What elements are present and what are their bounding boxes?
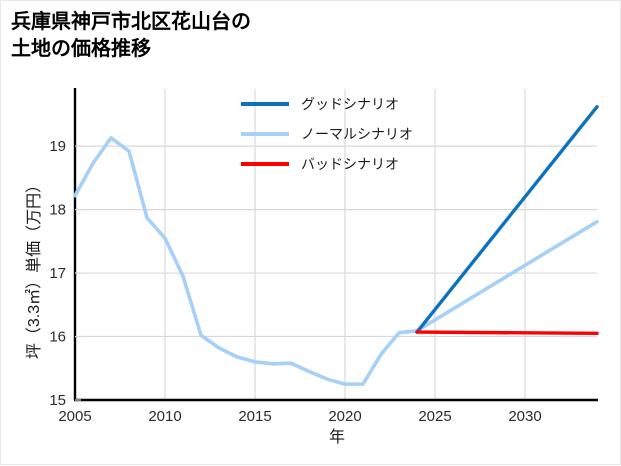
x-tick-label: 2025 [418, 408, 451, 425]
legend-label: ノーマルシナリオ [301, 126, 413, 142]
y-axis-title: 坪（3.3㎡）単価（万円） [25, 177, 43, 359]
x-tick-labels: 2005 2010 2015 2020 2025 2030 [58, 408, 541, 425]
x-tick-label: 2015 [238, 408, 271, 425]
y-tick-labels: 15 16 17 18 19 [49, 138, 81, 409]
gridlines-layer [74, 89, 597, 401]
y-tick-label: 17 [49, 265, 66, 282]
chart-title-line-1: 兵庫県神戸市北区花山台の [11, 11, 251, 33]
x-axis-title: 年 [329, 428, 345, 446]
y-tick-label: 19 [49, 138, 66, 155]
legend-label: グッドシナリオ [301, 96, 399, 112]
x-tick-label: 2005 [58, 408, 91, 425]
y-tick-label: 15 [49, 392, 66, 409]
series-line-グッドシナリオ [415, 105, 599, 334]
y-tick-label: 18 [49, 202, 66, 219]
series-layer [73, 105, 599, 386]
series-line-ノーマルシナリオ [73, 136, 599, 386]
legend-label: バッドシナリオ [301, 156, 399, 172]
chart-title-line-2: 土地の価格推移 [11, 38, 151, 60]
page-title: 兵庫県神戸市北区花山台の 土地の価格推移 [11, 9, 531, 63]
axis-lines [73, 88, 598, 402]
series-line-バッドシナリオ [415, 330, 599, 336]
x-tick-label: 2030 [508, 408, 541, 425]
y-tick-label: 16 [49, 329, 66, 346]
x-tick-label: 2010 [148, 408, 181, 425]
x-tick-label: 2020 [328, 408, 361, 425]
